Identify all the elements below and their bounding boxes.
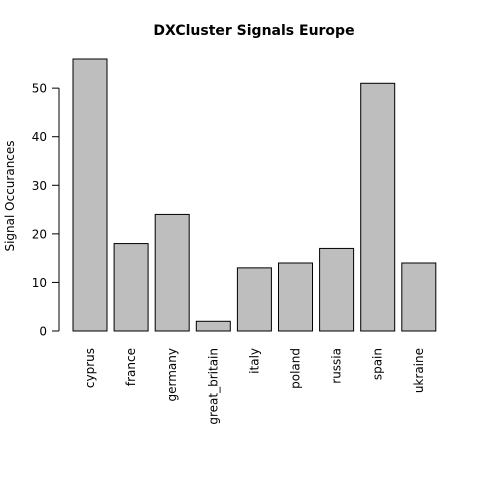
bar-spain [360,82,396,332]
bar-russia [319,247,355,332]
bar-italy [236,267,272,332]
x-tick-label: france [124,348,138,386]
chart-title: DXCluster Signals Europe [153,23,354,39]
y-tick-label: 0 [39,325,47,339]
bar-ukraine [401,262,437,332]
x-tick-label: ukraine [412,348,426,393]
bar-germany [154,213,190,332]
x-tick-label: germany [165,348,179,401]
bar-great-britain [195,320,231,332]
y-tick-label: 50 [32,82,47,96]
x-tick-label: russia [330,348,344,384]
y-tick-label: 20 [32,227,47,241]
bar-france [113,243,149,332]
bar-poland [278,262,313,332]
x-tick-label: great_britain [206,348,220,425]
y-axis-label: Signal Occurances [3,140,17,251]
x-tick-label: cyprus [83,348,97,388]
x-axis-labels: cyprus france germany great_britain italy pol… [83,348,426,425]
x-tick-label: italy [247,348,261,374]
y-tick-label: 40 [32,130,47,144]
x-tick-label: spain [371,348,385,380]
bar-cyprus [72,58,108,332]
y-axis: 0 10 20 30 40 50 [32,82,60,339]
x-tick-label: poland [289,348,303,389]
y-tick-label: 10 [32,276,47,290]
y-tick-label: 30 [32,179,47,193]
bars [72,58,437,332]
